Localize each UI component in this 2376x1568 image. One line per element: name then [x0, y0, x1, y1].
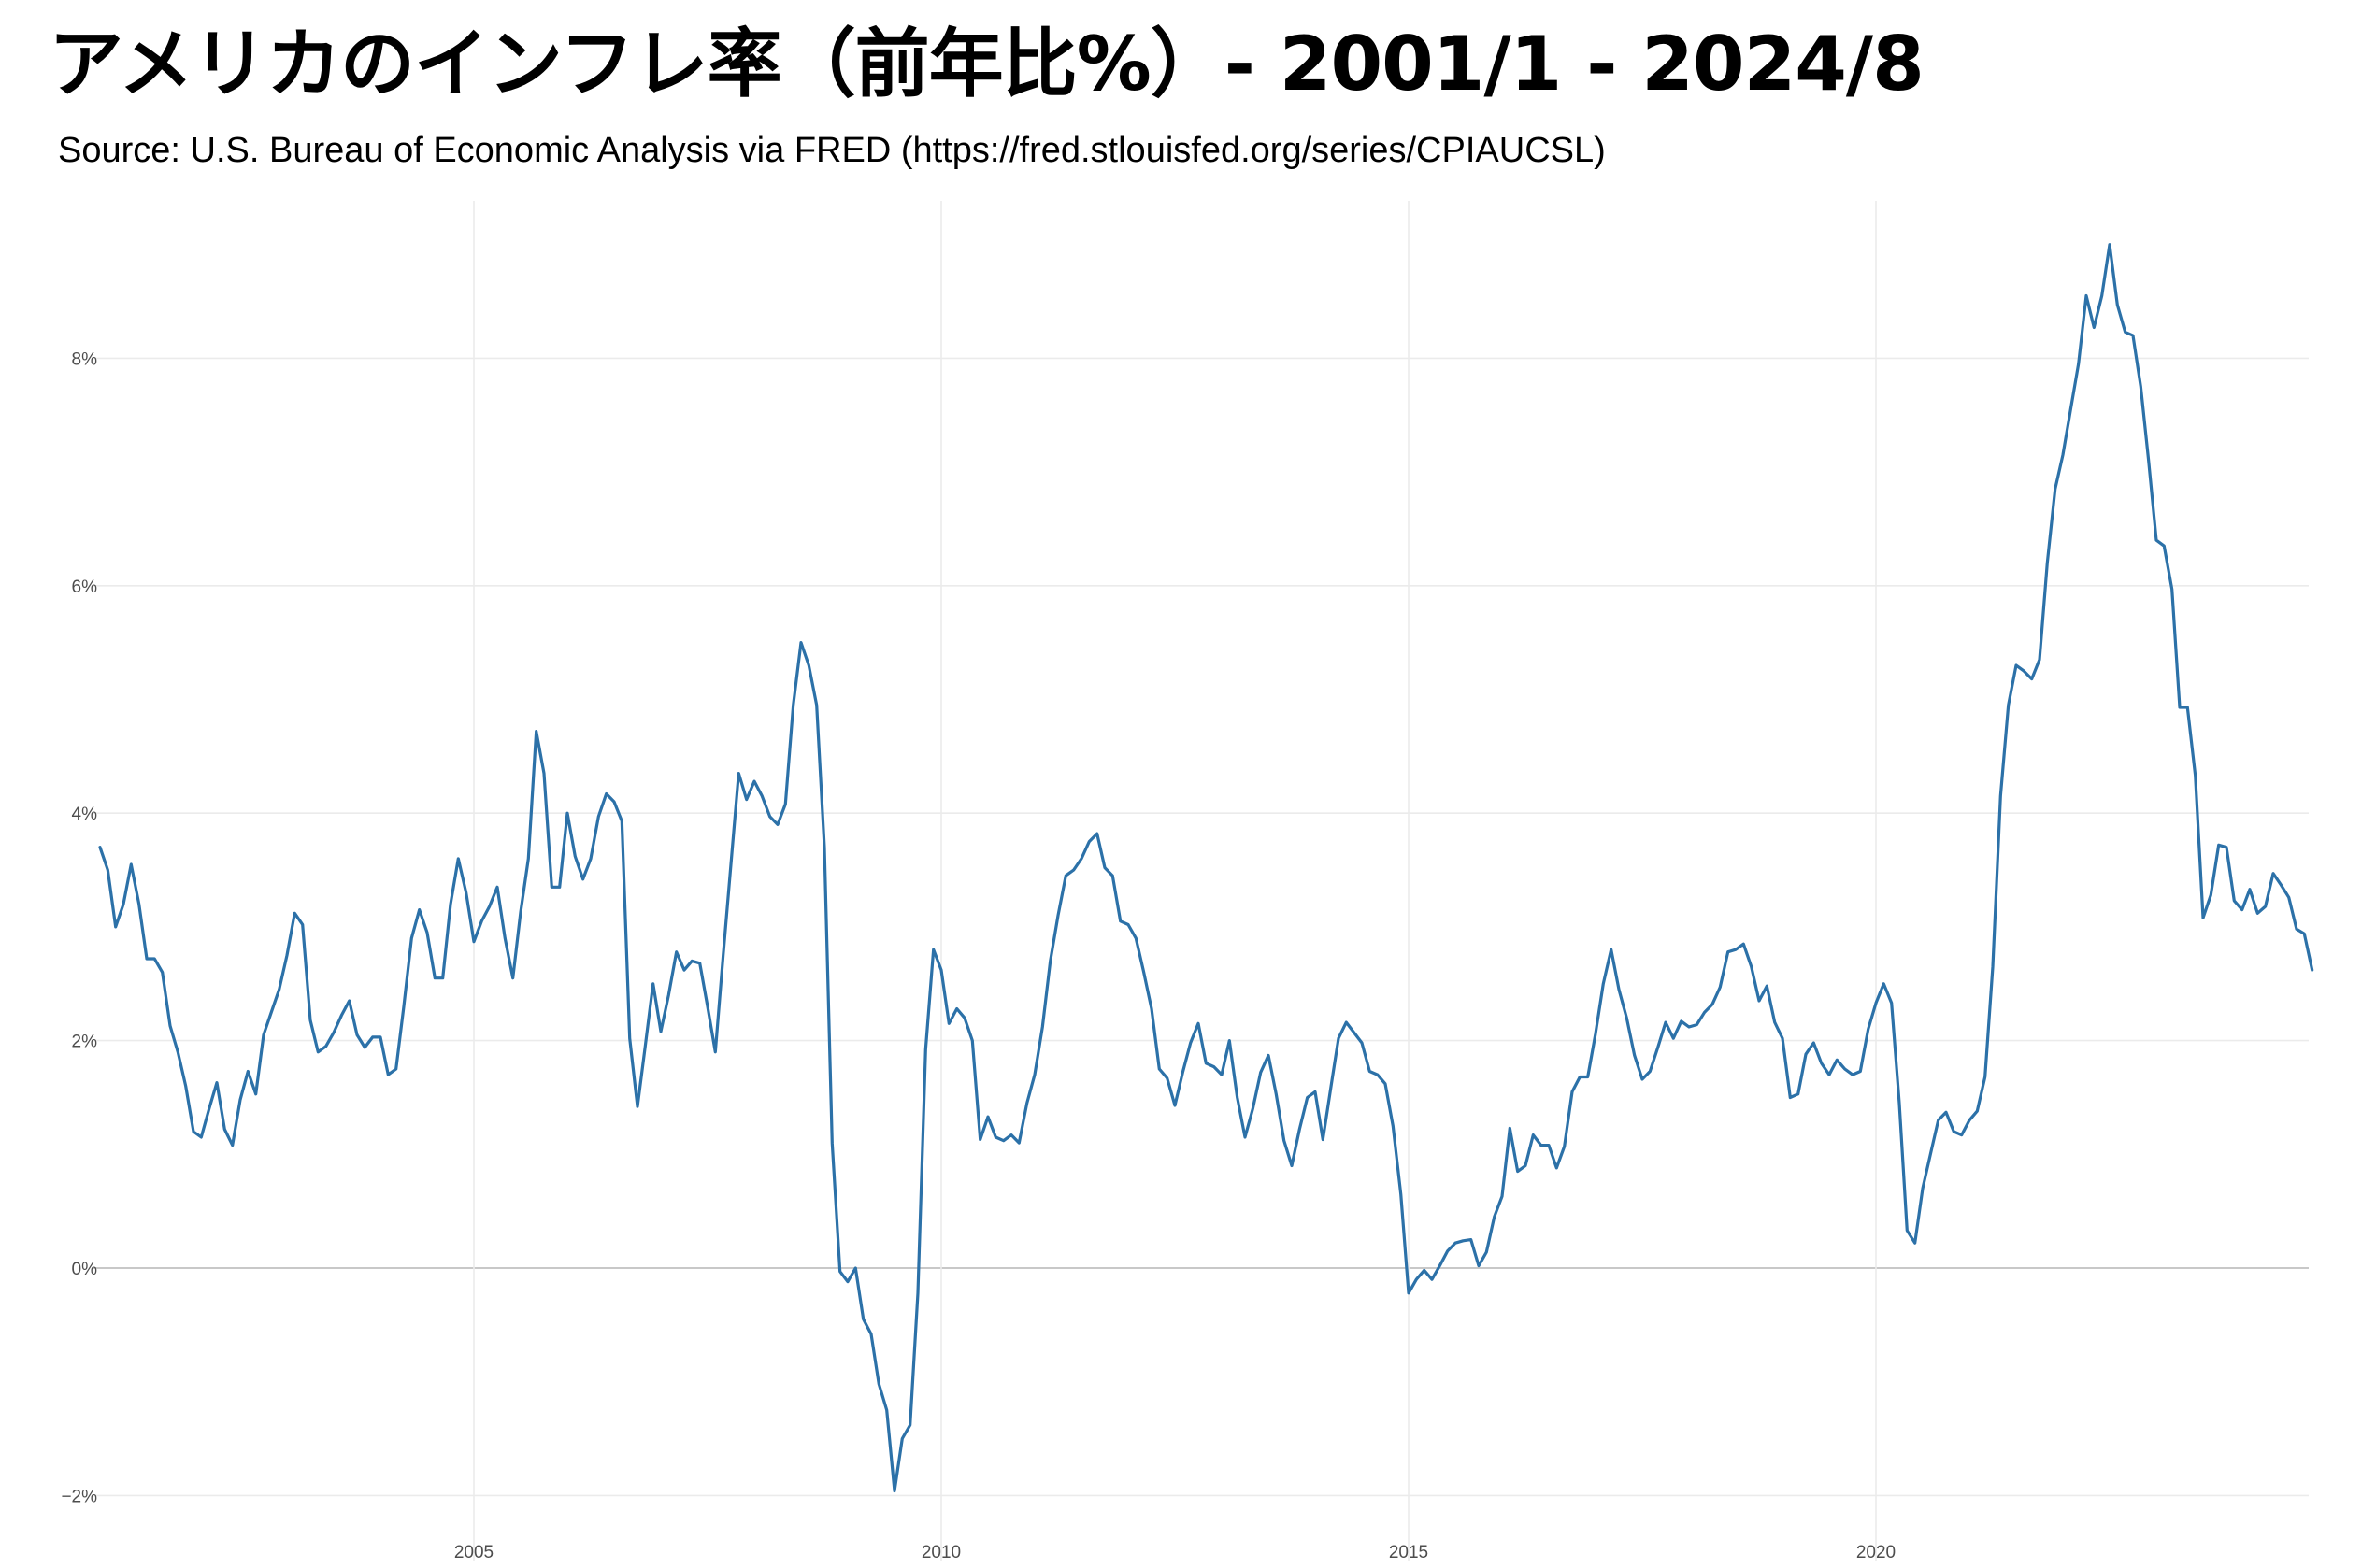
chart-title: アメリカのインフレ率（前年比%）- 2001/1 - 2024/8 [49, 21, 1925, 107]
y-tick-label: 0% [72, 1260, 98, 1279]
gridlines [93, 201, 2309, 1561]
series-line [98, 243, 2314, 1493]
chart-subtitle: Source: U.S. Bureau of Economic Analysis… [58, 131, 1606, 170]
x-tick-label: 2005 [454, 1543, 494, 1562]
x-tick-label: 2015 [1389, 1543, 1428, 1562]
y-tick-label: 6% [72, 577, 98, 597]
x-tick-label: 2010 [922, 1543, 961, 1562]
y-tick-label: −2% [61, 1487, 97, 1506]
series-layer [98, 243, 2314, 1493]
x-tick-label: 2020 [1856, 1543, 1896, 1562]
y-tick-label: 2% [72, 1033, 98, 1052]
y-tick-label: 4% [72, 805, 98, 824]
y-tick-label: 8% [72, 349, 98, 369]
axis-ticks: −2% 0% 2% 4% 6% 8% 2005 2010 2015 2020 [61, 349, 1896, 1562]
